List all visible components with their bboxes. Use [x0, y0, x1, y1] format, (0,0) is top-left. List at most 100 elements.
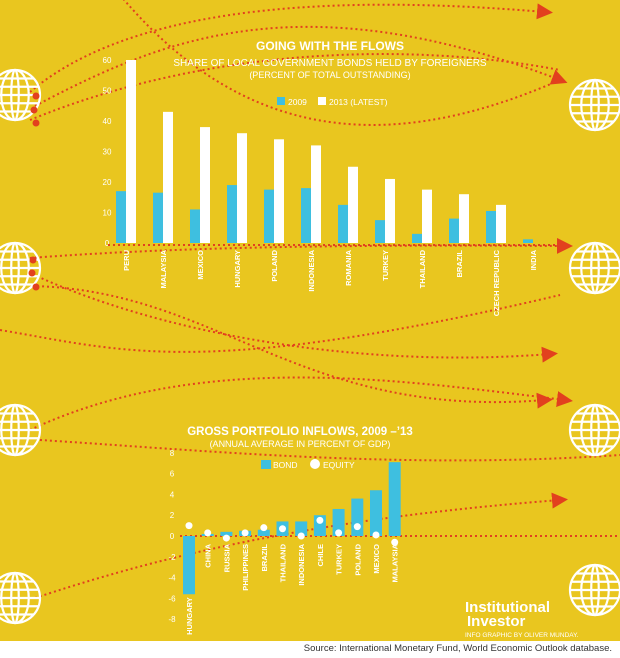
globe-icon — [568, 241, 620, 295]
y-tick-label: -6 — [168, 594, 176, 603]
bar-2013 — [496, 204, 506, 243]
globe-icon — [0, 403, 42, 457]
dot-equity — [204, 529, 212, 537]
bar-2013 — [163, 111, 173, 243]
bar-bond — [295, 521, 308, 536]
x-tick-label: MALAYSIA — [159, 249, 168, 288]
bar-2009 — [412, 233, 422, 243]
footer — [0, 641, 620, 658]
legend-swatch-2009 — [277, 97, 285, 105]
bar-bond — [388, 462, 401, 536]
flow-lines — [0, 0, 620, 599]
dot-equity — [372, 531, 380, 539]
flow-line — [31, 285, 553, 409]
flow-line — [29, 376, 573, 431]
chart1-subtitle2: (PERCENT OF TOTAL OUTSTANDING) — [249, 70, 410, 80]
globe-icon — [0, 571, 42, 625]
globes — [0, 68, 620, 625]
credit: INFO GRAPHIC BY OLIVER MUNDAY. — [465, 632, 579, 639]
flow-line — [29, 53, 561, 121]
y-tick-label: 8 — [170, 449, 175, 458]
y-tick-label: 0 — [105, 239, 110, 248]
x-tick-label: MEXICO — [196, 250, 205, 280]
chart1-subtitle: SHARE OF LOCAL GOVERNMENT BONDS HELD BY … — [173, 58, 487, 69]
x-tick-label: INDIA — [529, 249, 538, 270]
flow-origin-dot — [30, 106, 38, 114]
x-tick-label: INDONESIA — [297, 543, 306, 585]
dot-equity — [335, 529, 343, 537]
bar-2013 — [200, 127, 210, 243]
y-tick-label: 6 — [170, 470, 175, 479]
bar-2013 — [274, 139, 284, 243]
flow-origin-dot — [32, 119, 40, 127]
logo-line2: Investor — [467, 613, 526, 630]
globe-icon — [568, 78, 620, 132]
chart-foreign-bond-share: GOING WITH THE FLOWS SHARE OF LOCAL GOVE… — [103, 39, 560, 316]
x-tick-label: BRAZIL — [455, 250, 464, 278]
x-tick-label: INDONESIA — [307, 249, 316, 291]
bar-2009 — [116, 191, 126, 243]
bar-2013 — [422, 189, 432, 243]
bar-bond — [220, 531, 233, 536]
source-note: Source: International Monetary Fund, Wor… — [303, 643, 612, 654]
flow-line — [34, 492, 568, 599]
y-tick-label: 2 — [170, 511, 175, 520]
bar-bond — [183, 536, 195, 595]
y-tick-label: 40 — [103, 117, 112, 126]
chart2-subtitle: (ANNUAL AVERAGE IN PERCENT OF GDP) — [210, 439, 391, 449]
globe-icon — [568, 403, 620, 457]
globe-icon — [0, 68, 42, 122]
bar-2009 — [264, 189, 274, 243]
y-tick-label: 10 — [103, 209, 112, 218]
x-tick-label: TURKEY — [381, 250, 390, 281]
bar-2009 — [338, 204, 348, 243]
bar-2009 — [190, 209, 200, 243]
x-tick-label: MALAYSIA — [391, 543, 400, 582]
logo: Institutional Investor INFO GRAPHIC BY O… — [465, 599, 579, 639]
x-tick-label: PERU — [122, 250, 131, 271]
bar-2013 — [237, 133, 247, 243]
y-tick-label: -8 — [168, 615, 176, 624]
x-tick-label: PHILIPPINES — [241, 544, 250, 591]
bar-2009 — [153, 192, 163, 243]
bar-2013 — [126, 60, 136, 243]
flow-origin-dot — [28, 269, 36, 277]
dot-equity — [260, 524, 268, 532]
y-tick-label: -2 — [168, 553, 176, 562]
x-tick-label: RUSSIA — [222, 543, 231, 572]
globe-icon — [0, 241, 42, 295]
bar-2013 — [311, 145, 321, 243]
flow-origin-dot — [32, 283, 40, 291]
bar-2013 — [348, 166, 358, 243]
x-tick-label: CZECH REPUBLIC — [492, 249, 501, 316]
x-tick-label: POLAND — [270, 249, 279, 281]
bar-2013 — [385, 178, 395, 243]
dot-equity — [391, 538, 399, 546]
chart1-title: GOING WITH THE FLOWS — [256, 39, 404, 53]
chart2-title: GROSS PORTFOLIO INFLOWS, 2009 –’13 — [187, 426, 413, 438]
y-tick-label: 30 — [103, 148, 112, 157]
x-tick-label: THAILAND — [279, 543, 288, 582]
y-tick-label: -4 — [168, 574, 176, 583]
dot-equity — [185, 522, 193, 530]
x-tick-label: TURKEY — [335, 544, 344, 575]
legend-swatch-bond — [261, 460, 271, 469]
x-tick-label: CHINA — [204, 543, 213, 567]
bar-2013 — [459, 194, 469, 243]
y-tick-label: 4 — [170, 490, 175, 499]
flow-line — [29, 3, 553, 93]
x-tick-label: POLAND — [353, 543, 362, 575]
x-tick-label: ROMANIA — [344, 249, 353, 285]
bar-2009 — [227, 185, 237, 243]
y-tick-label: 60 — [103, 56, 112, 65]
legend-label-bond: BOND — [273, 460, 298, 470]
flow-origin-dot — [32, 92, 40, 100]
bar-2009 — [375, 220, 385, 243]
legend-swatch-equity — [310, 459, 320, 469]
bar-2009 — [449, 218, 459, 243]
dot-equity — [279, 525, 286, 533]
flow-origin-dot — [29, 256, 37, 264]
flow-line — [0, 294, 561, 353]
bar-bond — [257, 529, 270, 536]
